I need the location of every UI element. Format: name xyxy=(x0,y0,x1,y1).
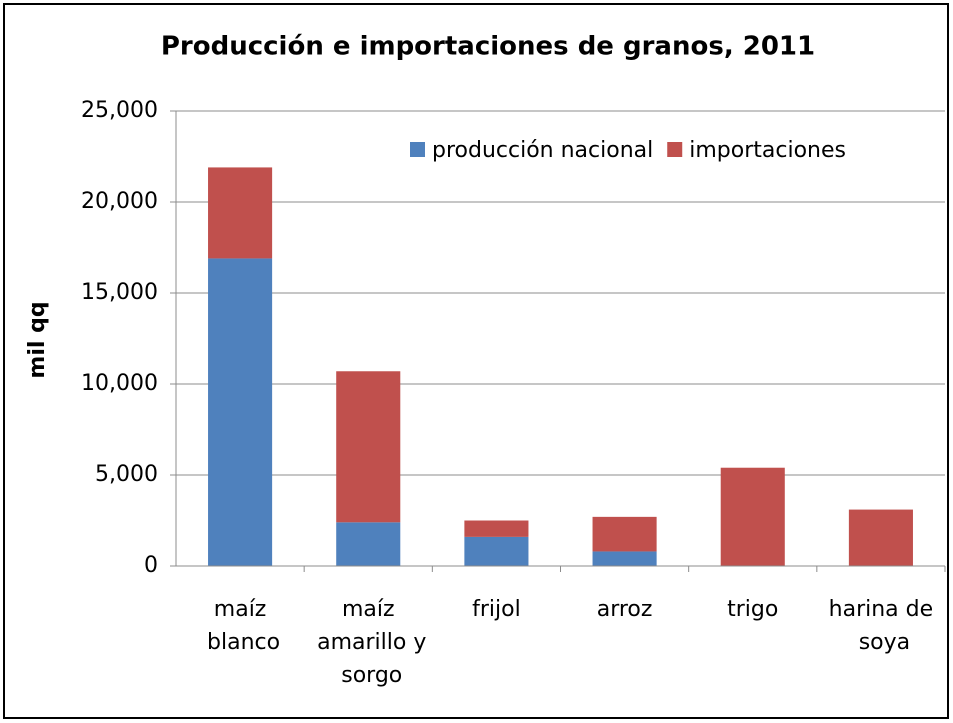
frame xyxy=(3,3,949,719)
y-axis-label: mil qq xyxy=(25,301,50,378)
bar-segment xyxy=(592,516,657,552)
y-tick-label: 15,000 xyxy=(81,280,158,305)
bar-segment xyxy=(336,522,401,566)
bar-segment xyxy=(592,551,657,566)
x-tick-label: harina de soya xyxy=(829,597,934,655)
y-tick-label: 5,000 xyxy=(95,462,158,487)
x-tick-label: maíz blanco xyxy=(200,597,280,655)
bar-segment xyxy=(720,467,785,566)
y-tick-label: 20,000 xyxy=(81,189,158,214)
legend-label: importaciones xyxy=(689,138,846,163)
x-tick-label: maíz amarillo y sorgo xyxy=(310,597,426,688)
y-tick-label: 25,000 xyxy=(81,98,158,123)
legend-swatch xyxy=(410,142,425,157)
bar-segment xyxy=(208,258,273,566)
legend-swatch xyxy=(667,142,683,157)
bar-segment xyxy=(208,167,273,259)
legend-label: producción nacional xyxy=(432,138,653,163)
bar-segment xyxy=(464,520,529,537)
x-tick-label: trigo xyxy=(727,597,778,622)
y-tick-label: 0 xyxy=(144,553,158,578)
bar-segment xyxy=(464,536,529,566)
x-tick-label: frijol xyxy=(472,597,521,622)
x-tick-label: arroz xyxy=(597,597,653,622)
chart-title: Producción e importaciones de granos, 20… xyxy=(161,32,815,62)
bar-segment xyxy=(336,371,401,523)
bar-segment xyxy=(848,509,913,566)
y-tick-label: 10,000 xyxy=(81,371,158,396)
